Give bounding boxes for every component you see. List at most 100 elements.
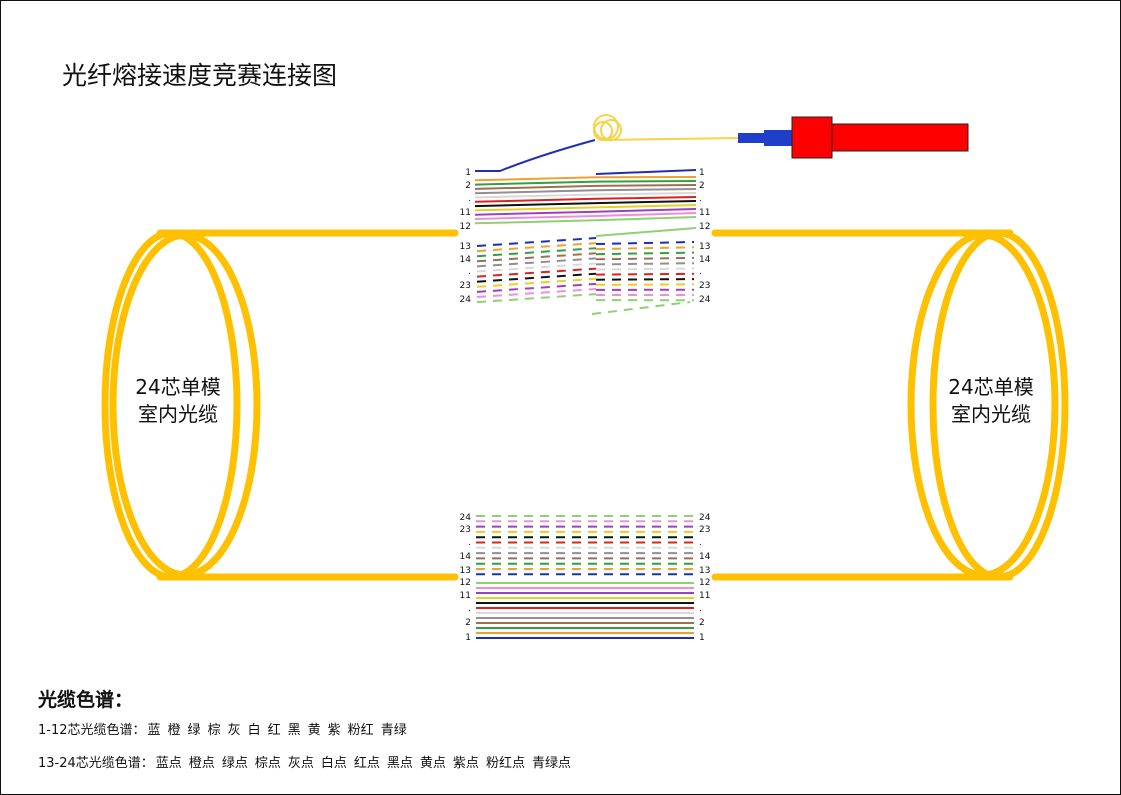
fiber-number-label: . [699, 267, 702, 277]
fiber-dotted [595, 278, 695, 281]
fiber-solid [474, 184, 597, 190]
fiber-solid [474, 193, 597, 199]
fiber-solid [595, 208, 697, 213]
fiber-number-label: 12 [460, 222, 471, 232]
fiber-number-label: 13 [699, 566, 710, 576]
fiber-dotted [476, 282, 597, 293]
legend-color-item: 黑点 [386, 756, 413, 771]
fiber-number-label: 11 [699, 208, 710, 218]
fiber-connector [738, 130, 792, 146]
right-cable-coil [711, 229, 1069, 581]
right-cable-label-line2: 室内光缆 [951, 402, 1031, 426]
optical-power-meter [791, 116, 969, 159]
fiber-solid [474, 189, 597, 195]
fiber-number-label: . [468, 267, 471, 277]
fiber-dotted [595, 272, 695, 276]
fiber-dotted [595, 262, 695, 266]
fiber-number-label: 12 [460, 578, 471, 588]
fiber-dotted [476, 237, 597, 247]
fiber-number-label: 13 [460, 566, 471, 576]
fiber-dotted [476, 293, 597, 304]
fiber-solid [474, 206, 597, 212]
legend-row-2-prefix: 13-24芯光缆色谱： [38, 756, 154, 771]
fiber-solid [474, 180, 597, 186]
legend-color-item: 红 [267, 723, 281, 738]
legend-color-item: 蓝 [147, 723, 161, 738]
fiber-solid [474, 197, 597, 203]
legend-row-1: 1-12芯光缆色谱：蓝橙绿棕灰白红黑黄紫粉红 青绿 [38, 719, 414, 738]
fiber-dotted [595, 256, 695, 261]
legend-color-item: 白 [247, 723, 261, 738]
bottom-splice-fibers [476, 515, 694, 639]
fiber-number-label: 13 [699, 242, 710, 252]
fiber-solid [595, 192, 697, 196]
legend-color-item: 黄 [307, 723, 321, 738]
legend-color-item: 青绿点 [531, 756, 571, 771]
left-cable-coil [101, 229, 459, 581]
fiber-dotted [476, 288, 597, 298]
fiber-number-label: . [699, 604, 702, 614]
fiber-solid [595, 204, 697, 209]
legend-color-item: 黑 [287, 723, 301, 738]
fiber-number-label: 12 [699, 578, 710, 588]
legend-color-item: 蓝点 [155, 756, 182, 771]
bottom-left-fiber-labels: 24 23. 14 13 12 11. 2 1 [460, 513, 472, 643]
fiber-number-label: 14 [699, 255, 711, 265]
fiber-number-label: 24 [699, 295, 711, 305]
legend-color-item: 绿 [187, 723, 201, 738]
fiber-number-label: 24 [699, 513, 711, 523]
fiber-solid [595, 196, 697, 200]
fiber-number-label: . [699, 194, 702, 204]
fiber-number-label: 13 [460, 242, 471, 252]
fiber-number-label: 2 [465, 181, 471, 191]
legend-color-item: 棕 [207, 723, 221, 738]
fiber-solid [595, 227, 697, 237]
legend-color-item: 紫 [327, 723, 341, 738]
fiber-dotted [476, 277, 597, 288]
left-cable-label-line1: 24芯单模 [135, 375, 221, 399]
fiber-number-label: . [468, 194, 471, 204]
fiber-number-label: 23 [460, 281, 471, 291]
fiber-number-label: 1 [699, 633, 705, 643]
fiber-number-label: 23 [699, 525, 710, 535]
fiber-solid [595, 216, 697, 222]
fiber-solid [595, 169, 697, 175]
fiber-number-label: 11 [460, 208, 471, 218]
fiber-number-label: 2 [465, 618, 471, 628]
fiber-dotted [595, 246, 695, 251]
legend-color-item: 橙 [167, 723, 181, 738]
fiber-dotted [476, 257, 597, 268]
legend-color-item: 灰点 [287, 756, 314, 771]
fiber-number-label: 24 [460, 295, 472, 305]
legend-color-item: 粉红 [347, 723, 374, 738]
bottom-right-fiber-labels: 24 23. 14 13 12 11. 2 1 [699, 513, 711, 643]
fiber-solid [595, 184, 697, 187]
right-cable-label: 24芯单模 室内光缆 [906, 374, 1076, 428]
fiber-dotted [476, 252, 597, 263]
fiber-number-label: 11 [460, 591, 471, 601]
fiber-dotted [595, 267, 695, 271]
fiber-number-label: 14 [460, 552, 472, 562]
legend-color-item: 棕点 [254, 756, 281, 771]
top-splice-fibers [474, 169, 697, 315]
right-cable-label-line1: 24芯单模 [948, 375, 1034, 399]
fiber-solid [474, 210, 597, 216]
pigtail-coil [475, 114, 741, 172]
fiber-number-label: 11 [699, 591, 710, 601]
fiber-dotted [476, 272, 597, 283]
fiber-solid [595, 212, 697, 217]
fiber-number-label: 2 [699, 181, 705, 191]
fiber-number-label: 2 [699, 618, 705, 628]
fiber-number-label: 12 [699, 222, 710, 232]
fiber-solid [595, 200, 697, 205]
fiber-number-label: 23 [460, 525, 471, 535]
legend-color-item: 白点 [320, 756, 347, 771]
legend-color-item: 黄点 [419, 756, 446, 771]
legend-color-item: 紫点 [452, 756, 479, 771]
fiber-solid [595, 180, 697, 183]
fiber-number-label: 24 [460, 513, 472, 523]
legend-color-item: 青绿 [380, 723, 407, 738]
fiber-solid [595, 188, 697, 192]
